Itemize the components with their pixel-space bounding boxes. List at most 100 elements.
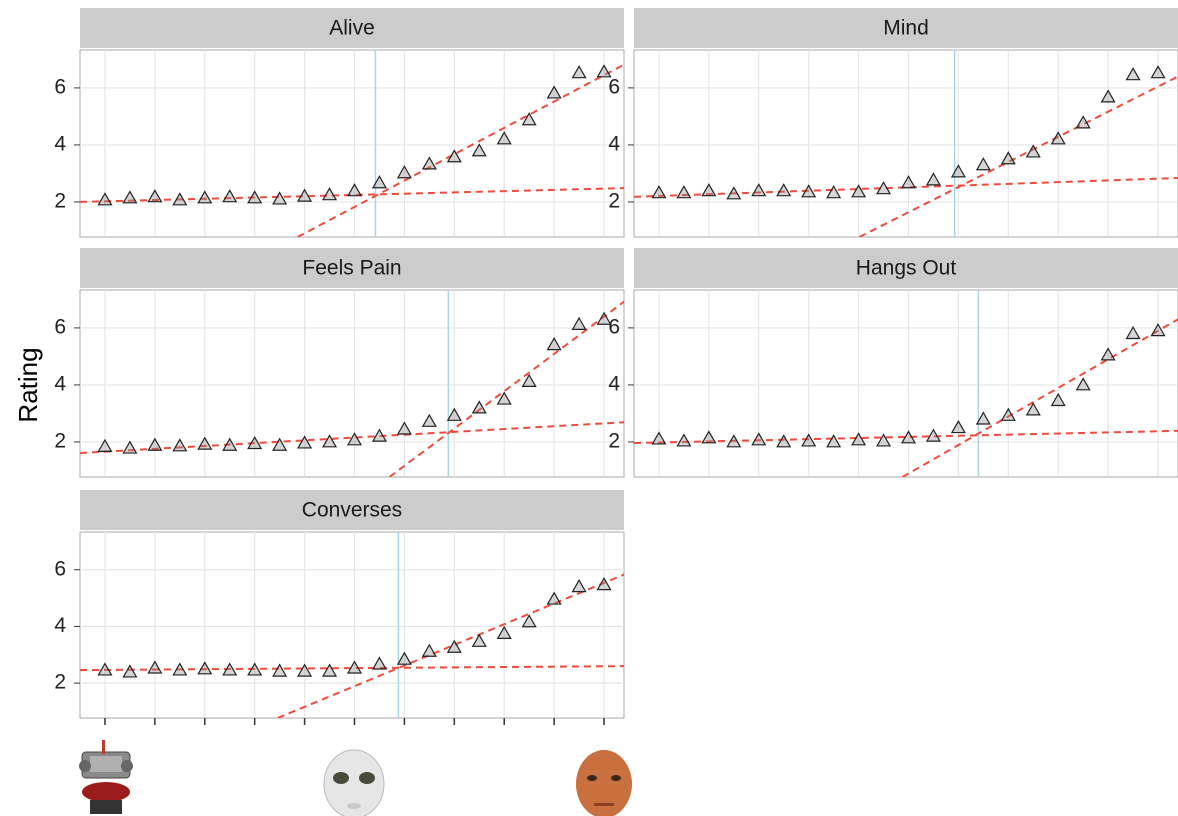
fit-line — [902, 318, 1178, 477]
data-point — [297, 188, 313, 202]
data-point — [197, 661, 213, 675]
y-tick-label: 6 — [54, 75, 66, 98]
fit-line — [634, 176, 1178, 198]
data-point — [726, 434, 742, 448]
data-point — [247, 435, 263, 450]
data-point — [496, 131, 512, 145]
strip-background — [634, 8, 1178, 48]
y-tick-label: 6 — [54, 557, 66, 580]
data-point — [446, 407, 462, 421]
human-face-icon — [576, 750, 632, 816]
data-point — [172, 662, 188, 676]
data-point — [346, 432, 363, 446]
fit-line — [388, 300, 624, 477]
panel-background — [79, 531, 625, 719]
data-point — [1125, 325, 1141, 340]
y-axis-label: Rating — [13, 347, 43, 422]
y-tick-label: 2 — [54, 189, 66, 212]
data-point — [122, 664, 138, 678]
data-point — [546, 337, 562, 351]
data-point — [272, 437, 288, 451]
data-point — [975, 157, 991, 171]
data-point — [1025, 144, 1041, 158]
data-point — [726, 186, 742, 200]
fit-line — [80, 665, 624, 672]
data-point — [851, 184, 867, 198]
strip-title: Hangs Out — [856, 257, 957, 280]
data-point — [546, 591, 562, 605]
data-point — [676, 433, 692, 447]
data-point — [471, 633, 487, 647]
data-point — [521, 614, 537, 628]
data-point — [676, 185, 692, 199]
data-point — [496, 391, 512, 405]
data-point — [1125, 67, 1141, 81]
panel: Converses 2 4 6 — [54, 490, 625, 719]
strip-background — [634, 248, 1178, 288]
data-point — [421, 413, 437, 427]
data-point — [546, 85, 562, 99]
data-point — [97, 662, 113, 676]
data-point — [925, 428, 941, 442]
data-point — [701, 183, 717, 197]
data-point — [322, 434, 338, 448]
data-point — [396, 165, 412, 179]
fit-line — [297, 63, 624, 237]
data-point — [322, 663, 338, 677]
data-point — [247, 190, 263, 204]
data-point — [471, 400, 487, 414]
data-point — [900, 175, 917, 189]
plot-area — [80, 50, 624, 237]
data-point — [851, 432, 867, 446]
data-point — [1050, 131, 1066, 145]
data-point — [1150, 323, 1166, 337]
y-tick-label: 4 — [608, 372, 620, 395]
data-point — [521, 112, 537, 126]
y-tick-label: 6 — [608, 315, 620, 338]
data-point — [147, 437, 163, 451]
y-tick-label: 2 — [608, 429, 620, 452]
data-point — [776, 434, 792, 448]
panel-background — [633, 49, 1178, 238]
panel-background — [79, 289, 625, 478]
data-point — [701, 430, 717, 444]
data-point — [421, 156, 437, 170]
data-point — [571, 579, 587, 593]
data-point — [272, 191, 288, 205]
strip-title: Mind — [883, 17, 929, 40]
data-point — [421, 643, 437, 657]
data-point — [272, 663, 288, 677]
data-point — [496, 625, 512, 639]
data-point — [371, 428, 387, 442]
data-point — [925, 172, 941, 186]
data-point — [950, 164, 966, 178]
fit-line — [634, 429, 1178, 445]
data-point — [1075, 377, 1091, 391]
y-tick-label: 6 — [608, 75, 620, 98]
data-point — [396, 421, 412, 435]
data-point — [172, 192, 188, 206]
y-tick-label: 2 — [54, 671, 66, 694]
strip-background — [80, 248, 624, 288]
plot-area — [634, 50, 1178, 237]
data-point — [247, 662, 263, 676]
data-point — [876, 181, 892, 195]
data-point — [521, 373, 537, 387]
data-point — [97, 192, 113, 206]
data-point — [147, 660, 163, 674]
panel-background — [79, 49, 625, 238]
data-point — [1150, 65, 1166, 79]
data-point — [172, 438, 188, 452]
data-point — [396, 651, 412, 665]
data-point — [571, 65, 587, 79]
data-point — [97, 438, 113, 452]
data-point — [197, 190, 213, 204]
fit-line — [80, 187, 624, 203]
y-tick-label: 4 — [54, 614, 66, 637]
strip-title: Alive — [329, 17, 375, 40]
data-point — [596, 311, 612, 325]
y-tick-label: 6 — [54, 315, 66, 338]
data-point — [1000, 151, 1016, 165]
data-point — [222, 189, 238, 203]
data-point — [751, 432, 767, 446]
